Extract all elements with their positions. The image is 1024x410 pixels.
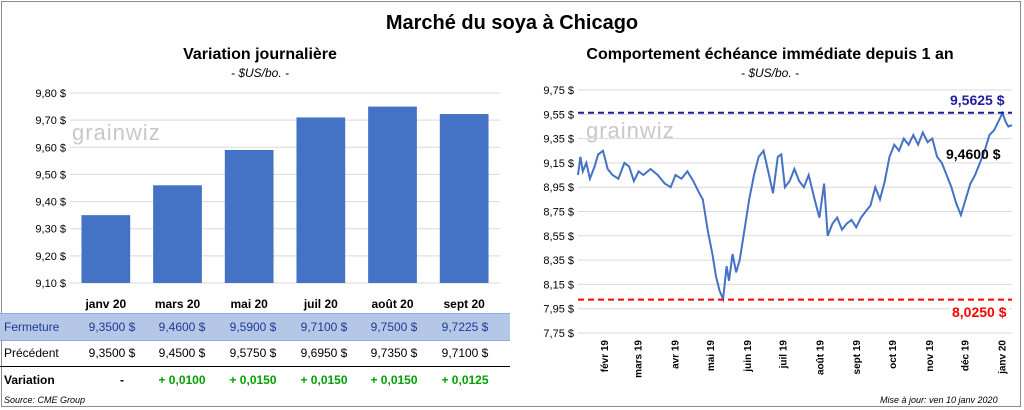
bar xyxy=(224,150,274,283)
previous-cell: 9,3500 $ xyxy=(88,346,136,360)
low-label: 8,0250 $ xyxy=(950,304,1009,320)
line-x-tick-label: mai 19 xyxy=(706,340,717,372)
line-x-tick-label: juin 19 xyxy=(743,340,754,373)
line-x-tick-label: août 19 xyxy=(815,340,826,375)
bar xyxy=(153,185,202,283)
line-y-tick-label: 8,75 $ xyxy=(543,207,574,219)
line-x-tick-label: janv 20 xyxy=(997,340,1008,375)
high-label: 9,5625 $ xyxy=(948,92,1007,108)
grainwiz-logo-right: grainwiz xyxy=(586,118,675,143)
line-chart-unit: - $US/bo. - xyxy=(740,66,800,80)
close-cell: 9,3500 $ xyxy=(88,320,136,334)
line-y-tick-label: 8,55 $ xyxy=(543,231,574,243)
line-x-tick-label: févr 19 xyxy=(600,340,611,373)
source-note: Source: CME Group xyxy=(4,395,86,405)
variation-cell: + 0,0125 xyxy=(441,373,489,387)
bar xyxy=(368,106,417,283)
bar-y-tick-label: 9,70 $ xyxy=(35,115,66,127)
variation-row: Variation - + 0,0100 + 0,0150 + 0,0150 +… xyxy=(0,368,510,392)
bar-x-tick-label: mai 20 xyxy=(230,297,268,311)
grainwiz-logo-left: grainwiz xyxy=(72,120,161,145)
line-y-tick-label: 7,95 $ xyxy=(543,304,574,316)
bar-y-tick-label: 9,20 $ xyxy=(35,251,66,263)
bar-x-tick-label: sept 20 xyxy=(443,297,485,311)
bar-chart-unit: - $US/bo. - xyxy=(230,66,290,80)
previous-cell: 9,5750 $ xyxy=(229,346,277,360)
bar-y-tick-label: 9,30 $ xyxy=(35,224,66,236)
close-cell: 9,7225 $ xyxy=(441,320,489,334)
close-cell: 9,7500 $ xyxy=(370,320,418,334)
line-y-tick-label: 9,75 $ xyxy=(543,85,574,97)
close-cell: 9,5900 $ xyxy=(229,320,277,334)
bar xyxy=(296,117,346,283)
bar xyxy=(439,114,489,284)
line-y-tick-label: 9,15 $ xyxy=(543,158,574,170)
close-row: Fermeture 9,3500 $ 9,4600 $ 9,5900 $ 9,7… xyxy=(0,313,510,341)
variation-label: Variation xyxy=(4,373,55,387)
close-label: Fermeture xyxy=(4,320,60,334)
line-x-tick-label: nov 19 xyxy=(925,340,936,372)
variation-cell: + 0,0100 xyxy=(158,373,206,387)
line-y-tick-label: 9,35 $ xyxy=(543,134,574,146)
previous-row: Précédent 9,3500 $ 9,4500 $ 9,5750 $ 9,6… xyxy=(0,340,510,367)
previous-cell: 9,7100 $ xyxy=(441,346,489,360)
line-x-tick-label: juil 19 xyxy=(779,340,790,370)
bar-y-tick-label: 9,40 $ xyxy=(35,197,66,209)
line-y-tick-label: 9,55 $ xyxy=(543,109,574,121)
bar-y-tick-label: 9,10 $ xyxy=(35,278,66,290)
bar-y-tick-label: 9,60 $ xyxy=(35,142,66,154)
variation-cell: - xyxy=(120,373,124,387)
variation-cell: + 0,0150 xyxy=(229,373,277,387)
close-cell: 9,4600 $ xyxy=(158,320,206,334)
line-x-tick-label: mars 19 xyxy=(633,340,644,378)
bar-x-tick-label: juil 20 xyxy=(303,297,338,311)
bar-x-tick-label: janv 20 xyxy=(84,297,126,311)
line-x-tick-label: avr 19 xyxy=(670,340,681,369)
line-y-tick-label: 8,95 $ xyxy=(543,182,574,194)
line-y-tick-label: 8,15 $ xyxy=(543,279,574,291)
page-title: Marché du soya à Chicago xyxy=(385,12,639,34)
bar-chart-title: Variation journalière xyxy=(183,46,337,63)
bar-y-tick-label: 9,50 $ xyxy=(35,169,66,181)
close-cell: 9,7100 $ xyxy=(300,320,348,334)
line-x-tick-label: déc 19 xyxy=(960,340,971,372)
line-chart-title: Comportement échéance immédiate depuis 1… xyxy=(586,46,954,63)
update-note: Mise à jour: ven 10 janv 2020 xyxy=(880,395,998,405)
price-line xyxy=(577,110,1013,303)
variation-cell: + 0,0150 xyxy=(370,373,418,387)
last-price-label: 9,4600 $ xyxy=(946,146,1001,162)
line-x-tick-label: sept 19 xyxy=(852,340,863,375)
line-y-tick-label: 8,35 $ xyxy=(543,255,574,267)
variation-cell: + 0,0150 xyxy=(300,373,348,387)
line-y-tick-label: 7,75 $ xyxy=(543,328,574,340)
previous-cell: 9,4500 $ xyxy=(158,346,206,360)
previous-label: Précédent xyxy=(4,346,59,360)
bar-x-tick-label: août 20 xyxy=(371,297,413,311)
bar xyxy=(81,215,131,283)
line-x-tick-label: oct 19 xyxy=(888,340,899,369)
bar-x-tick-label: mars 20 xyxy=(155,297,201,311)
bar-y-tick-label: 9,80 $ xyxy=(35,88,66,100)
previous-cell: 9,6950 $ xyxy=(300,346,348,360)
previous-cell: 9,7350 $ xyxy=(370,346,418,360)
